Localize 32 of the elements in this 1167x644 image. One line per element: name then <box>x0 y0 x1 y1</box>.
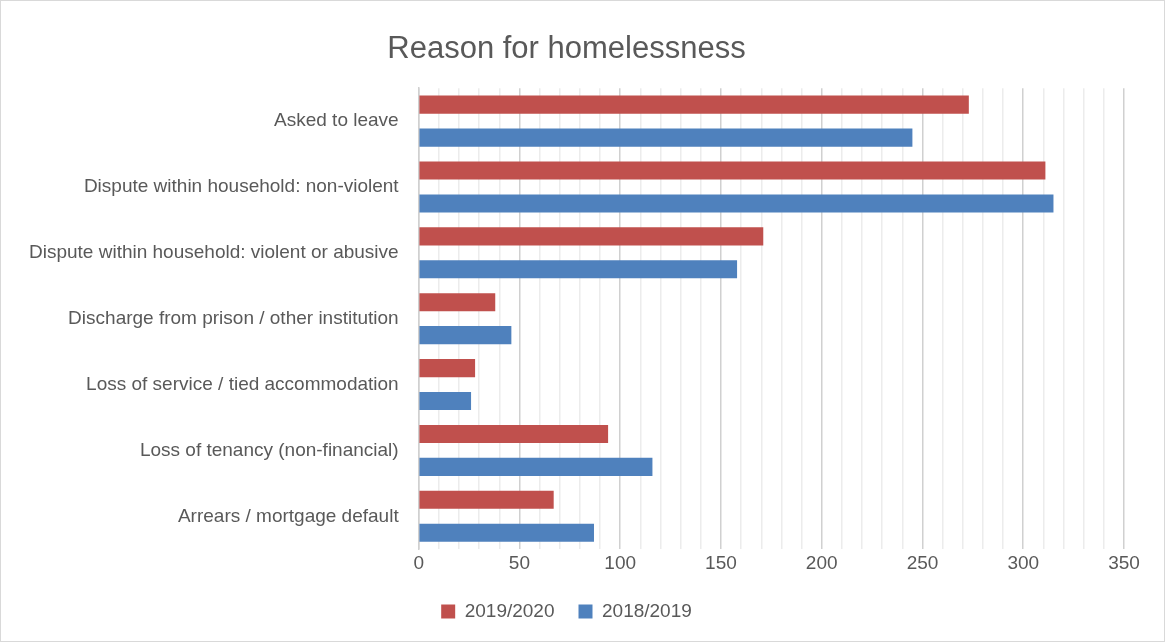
bar <box>419 490 554 509</box>
x-tick-label: 350 <box>1108 551 1140 573</box>
x-tick-label: 100 <box>604 551 637 573</box>
y-tick-label: Dispute within household: violent or abusive <box>28 241 399 263</box>
y-tick-label: Asked to leave <box>274 109 399 131</box>
bar <box>419 391 472 411</box>
chart-title: Reason for homelessness <box>387 30 746 66</box>
bar <box>419 293 496 312</box>
y-tick-label: Loss of tenancy (non-financial) <box>139 438 399 460</box>
x-tick-label: 200 <box>805 551 838 573</box>
y-tick-label: Loss of service / tied accommodation <box>86 372 399 394</box>
bar <box>419 128 913 147</box>
bar <box>419 194 1054 213</box>
bar <box>419 457 653 476</box>
legend-label: 2018/2019 <box>602 599 692 621</box>
x-tick-label: 50 <box>508 551 530 573</box>
bar <box>419 227 764 246</box>
y-tick-label: Arrears / mortgage default <box>177 504 400 526</box>
bar <box>419 424 609 444</box>
bar <box>419 95 969 114</box>
x-tick-label: 250 <box>906 551 939 573</box>
y-tick-label: Dispute within household: non-violent <box>83 175 400 197</box>
x-tick-label: 300 <box>1007 551 1040 573</box>
legend-label: 2019/2020 <box>464 599 555 621</box>
y-tick-label: Discharge from prison / other institution <box>68 306 399 328</box>
bar <box>419 359 476 378</box>
bar <box>419 260 738 279</box>
x-tick-label: 150 <box>705 551 737 573</box>
bar <box>419 161 1046 180</box>
x-tick-label: 0 <box>413 551 424 573</box>
bar <box>419 523 594 542</box>
bar <box>419 326 512 345</box>
